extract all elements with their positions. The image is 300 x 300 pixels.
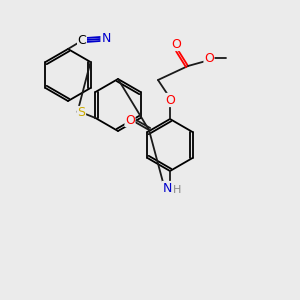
Text: O: O xyxy=(125,113,135,127)
Text: O: O xyxy=(171,38,181,50)
Text: O: O xyxy=(204,52,214,65)
Text: H: H xyxy=(173,185,181,195)
Text: C: C xyxy=(78,34,86,46)
Text: O: O xyxy=(165,94,175,106)
Text: N: N xyxy=(162,182,172,194)
Text: S: S xyxy=(77,106,86,119)
Text: N: N xyxy=(101,32,111,44)
